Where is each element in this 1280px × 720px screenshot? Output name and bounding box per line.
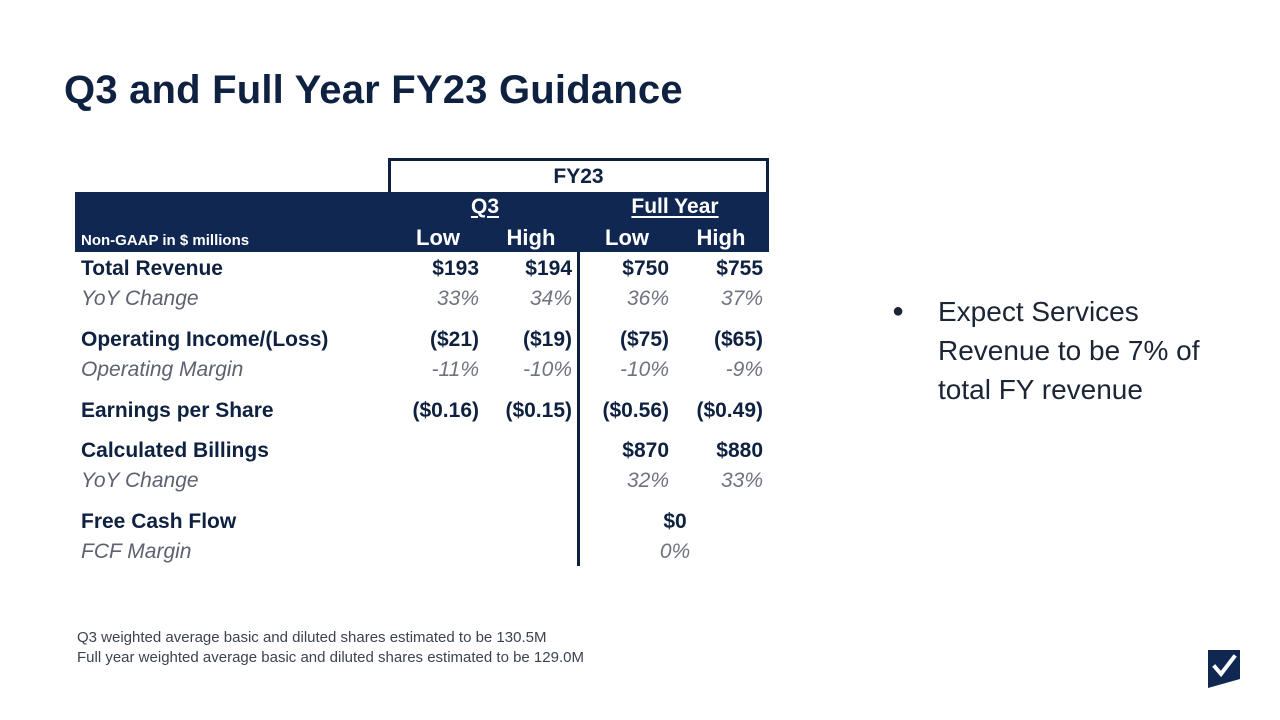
q3-low-value: ($0.16) — [412, 399, 479, 422]
row-label: Operating Margin — [81, 358, 244, 381]
q3-low-value: 33% — [436, 287, 479, 310]
q3-high-value: ($0.15) — [505, 399, 572, 422]
table-row-billings-yoy: YoY Change 32% 33% — [75, 467, 769, 497]
table-header-band: Q3 Full Year Non-GAAP in $ millions Low … — [75, 192, 769, 252]
footnote-line: Q3 weighted average basic and diluted sh… — [77, 629, 547, 646]
row-label: Free Cash Flow — [81, 510, 237, 533]
table-row-billings: Calculated Billings $870 $880 — [75, 437, 769, 467]
fy-low-value: $750 — [622, 257, 669, 280]
table-row-eps: Earnings per Share ($0.16) ($0.15) ($0.5… — [75, 397, 769, 427]
row-label: YoY Change — [81, 469, 199, 492]
q3-low-header: Low — [416, 225, 460, 250]
table-row-operating-margin: Operating Margin -11% -10% -10% -9% — [75, 356, 769, 386]
bullet-dot-icon: ● — [892, 300, 905, 322]
fy-high-value: 33% — [720, 469, 763, 492]
q3-high-value: -10% — [522, 358, 572, 381]
table-row-total-revenue: Total Revenue $193 $194 $750 $755 — [75, 255, 769, 285]
fy-low-header: Low — [605, 225, 649, 250]
q3-high-value: 34% — [529, 287, 572, 310]
row-label: Total Revenue — [81, 257, 223, 280]
table-row-operating-income: Operating Income/(Loss) ($21) ($19) ($75… — [75, 326, 769, 356]
row-label: YoY Change — [81, 287, 199, 310]
fy-value: 0% — [659, 540, 691, 563]
checkmark-logo-icon — [1208, 650, 1240, 688]
fy-high-value: $755 — [716, 257, 763, 280]
fy-low-value: -10% — [619, 358, 669, 381]
bullet-text: Expect Services Revenue to be 7% of tota… — [938, 296, 1200, 405]
fy-low-value: ($0.56) — [602, 399, 669, 422]
full-year-group-header: Full Year — [631, 195, 719, 218]
fy-high-value: ($0.49) — [696, 399, 763, 422]
q3-high-value: ($19) — [522, 328, 572, 351]
column-divider — [577, 252, 580, 566]
row-header-label: Non-GAAP in $ millions — [81, 232, 250, 249]
fy23-header: FY23 — [388, 158, 769, 192]
page-title: Q3 and Full Year FY23 Guidance — [64, 68, 683, 112]
fy-high-value: $880 — [716, 439, 763, 462]
fy-value: $0 — [663, 510, 687, 533]
table-row-revenue-yoy: YoY Change 33% 34% 36% 37% — [75, 285, 769, 315]
footnotes: Q3 weighted average basic and diluted sh… — [77, 628, 584, 668]
fy-high-header: High — [696, 225, 746, 250]
footnote-line: Full year weighted average basic and dil… — [77, 649, 584, 666]
table-row-fcf-margin: FCF Margin 0% — [75, 538, 769, 568]
row-label: FCF Margin — [81, 540, 192, 563]
q3-low-value: $193 — [432, 257, 479, 280]
fy-low-value: 32% — [626, 469, 669, 492]
fy-low-value: 36% — [626, 287, 669, 310]
q3-high-header: High — [506, 225, 556, 250]
table-row-fcf: Free Cash Flow $0 — [75, 508, 769, 538]
fy-high-value: ($65) — [713, 328, 763, 351]
q3-low-value: ($21) — [429, 328, 479, 351]
row-label: Earnings per Share — [81, 399, 274, 422]
row-label: Operating Income/(Loss) — [81, 328, 329, 351]
q3-high-value: $194 — [525, 257, 572, 280]
row-label: Calculated Billings — [81, 439, 269, 462]
fy-high-value: 37% — [720, 287, 763, 310]
q3-group-header: Q3 — [470, 195, 499, 218]
fy-low-value: $870 — [622, 439, 669, 462]
fy-low-value: ($75) — [619, 328, 669, 351]
fy-high-value: -9% — [725, 358, 763, 381]
q3-low-value: -11% — [431, 358, 479, 381]
